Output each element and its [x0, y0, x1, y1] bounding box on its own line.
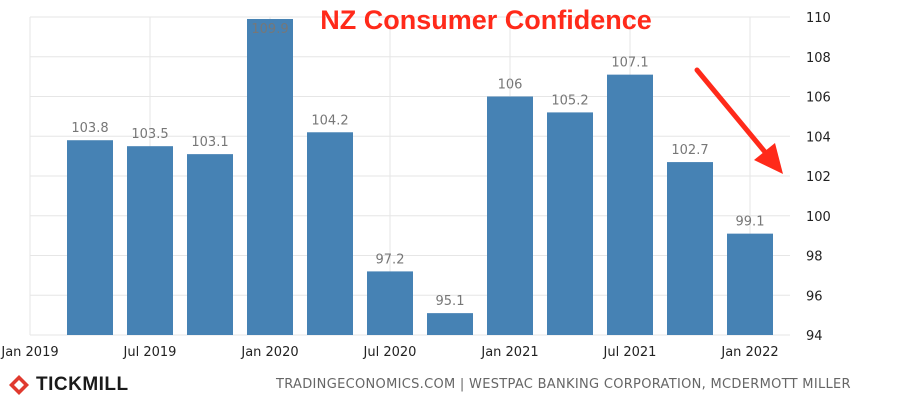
data-label: 102.7: [671, 143, 708, 158]
bar: [667, 162, 713, 335]
data-label: 109.9: [251, 22, 288, 37]
x-tick-label: Jul 2019: [123, 345, 177, 360]
x-tick-label: Jul 2021: [603, 345, 657, 360]
tickmill-logo: TICKMILL: [8, 374, 129, 396]
y-tick-label: 96: [806, 289, 823, 304]
y-tick-label: 94: [806, 329, 823, 344]
bar: [307, 132, 353, 335]
y-tick-label: 102: [806, 170, 831, 185]
bar: [607, 74, 653, 335]
logo-text: TICKMILL: [36, 374, 129, 395]
bar: [247, 18, 293, 336]
source-credit: TRADINGECONOMICS.COM | WESTPAC BANKING C…: [276, 377, 851, 392]
data-label: 106: [498, 78, 523, 93]
x-tick-label: Jan 2022: [720, 345, 778, 360]
x-axis-ticks: Jan 2019 Jul 2019 Jan 2020 Jul 2020 Jan 2021…: [0, 345, 778, 360]
bar: [727, 233, 773, 335]
y-tick-label: 104: [806, 130, 831, 145]
y-tick-label: 108: [806, 51, 831, 66]
x-tick-label: Jan 2020: [240, 345, 298, 360]
trend-arrow-icon: [694, 67, 783, 174]
x-tick-label: Jan 2021: [480, 345, 538, 360]
data-label: 99.1: [736, 215, 765, 230]
bar: [487, 96, 533, 335]
x-tick-label: Jul 2020: [363, 345, 417, 360]
data-label: 103.8: [71, 121, 108, 136]
bar: [427, 313, 473, 335]
bar: [127, 146, 173, 335]
tickmill-logo-icon: [9, 375, 29, 395]
data-label: 105.2: [551, 93, 588, 108]
data-label: 103.1: [191, 135, 228, 150]
x-tick-label: Jan 2019: [0, 345, 58, 360]
y-tick-label: 98: [806, 250, 823, 265]
y-tick-label: 100: [806, 210, 831, 225]
bar: [67, 140, 113, 335]
y-tick-label: 110: [806, 11, 831, 26]
data-label: 103.5: [131, 127, 168, 142]
bars: [67, 18, 773, 336]
data-label: 97.2: [376, 252, 405, 267]
chart-title: NZ Consumer Confidence: [320, 5, 652, 35]
data-label: 104.2: [311, 113, 348, 128]
bar: [547, 112, 593, 336]
data-label: 95.1: [436, 294, 465, 309]
bar: [187, 154, 233, 335]
y-axis-ticks: 94 96 98 100 102 104 106 108 110: [806, 11, 831, 344]
data-label: 107.1: [611, 56, 648, 71]
data-labels: 103.8 103.5 103.1 109.9 104.2 97.2 95.1 106 105.…: [71, 22, 764, 309]
bar: [367, 271, 413, 335]
y-tick-label: 106: [806, 91, 831, 106]
